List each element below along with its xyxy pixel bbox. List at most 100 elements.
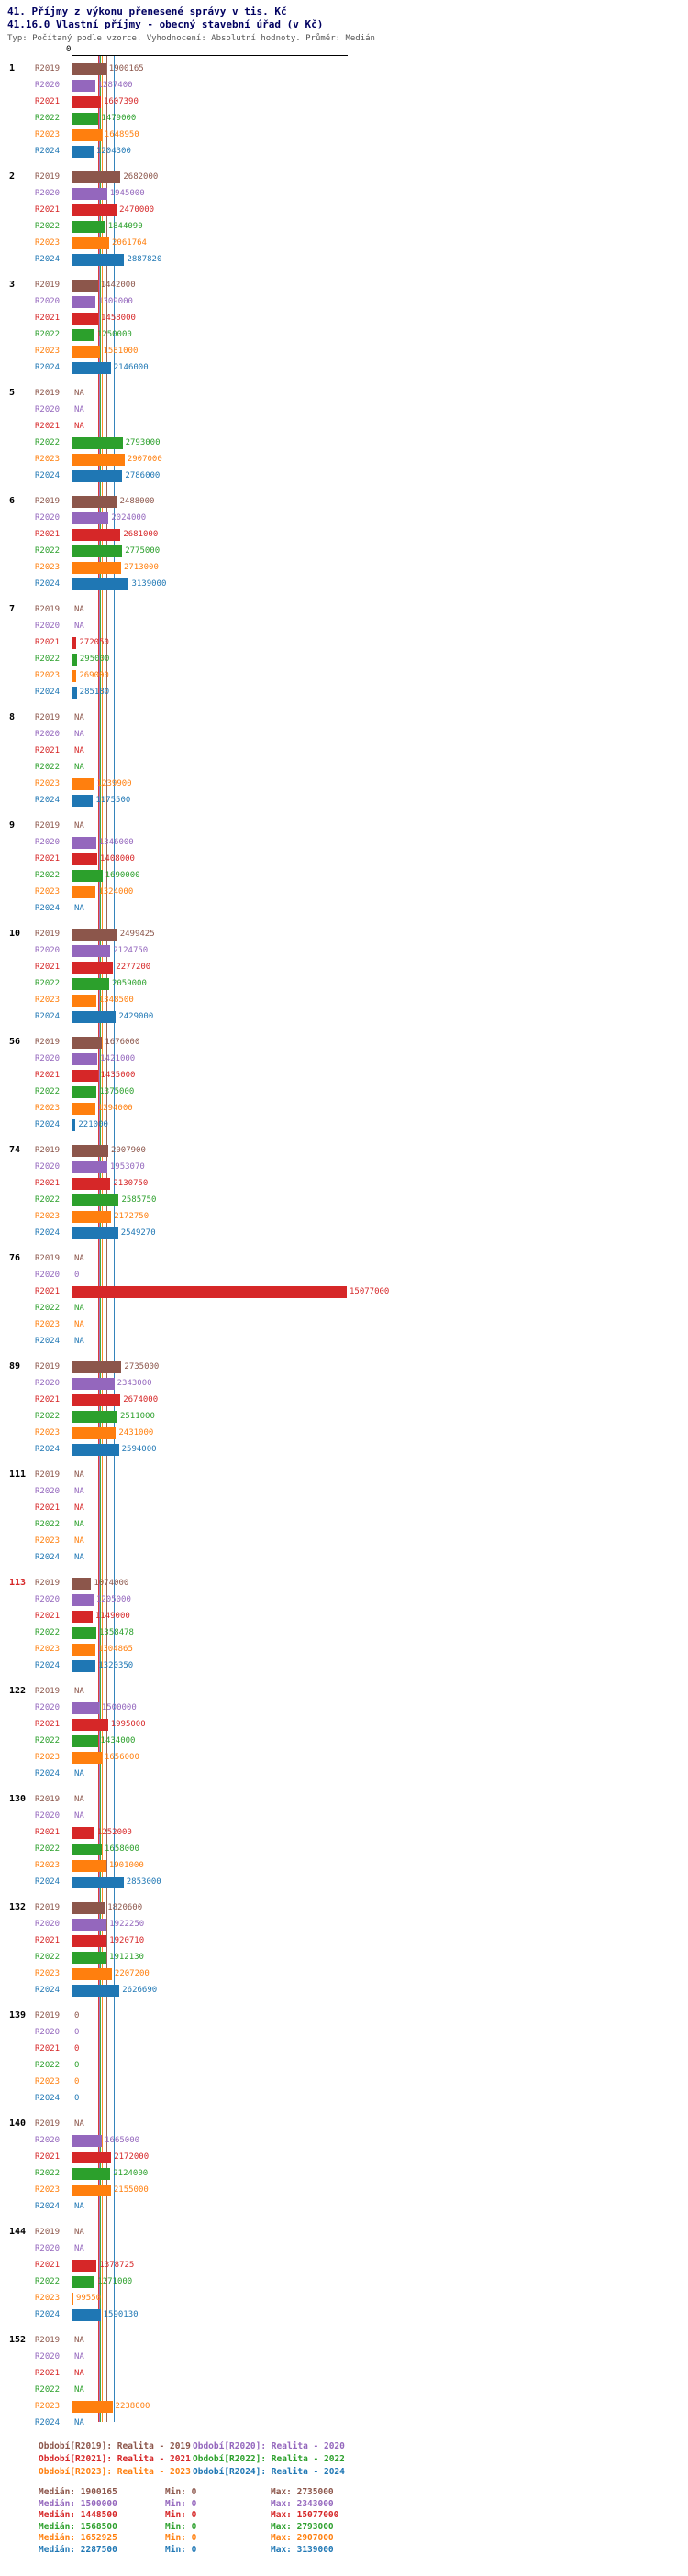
page-subtitle: 41.16.0 Vlastní příjmy - obecný stavební… bbox=[7, 18, 324, 30]
value-bar bbox=[72, 79, 95, 92]
bar-row: R2023 1304865 bbox=[0, 1641, 688, 1657]
chart-group: 132 R2019 1820600 R2020 1922250 R2021 1920710 R… bbox=[0, 1899, 688, 1998]
series-year-label: R2022 bbox=[35, 655, 61, 664]
series-year-label: R2024 bbox=[35, 1877, 61, 1887]
value-label: 1271000 bbox=[97, 2277, 133, 2286]
series-year-label: R2024 bbox=[35, 2310, 61, 2319]
bar-row: R2021 0 bbox=[0, 2041, 688, 2057]
bar-row: R2019 1676000 bbox=[0, 1034, 688, 1051]
bar-zone: 1434000 bbox=[72, 1733, 688, 1749]
value-bar bbox=[72, 279, 98, 292]
value-label: 1346000 bbox=[98, 838, 134, 847]
bar-zone: 2626690 bbox=[72, 1982, 688, 1998]
group-id-label: 9 bbox=[9, 820, 16, 831]
value-label: 2499425 bbox=[119, 930, 155, 939]
value-label: 0 bbox=[74, 2011, 80, 2020]
value-label: 1912130 bbox=[109, 1953, 144, 1962]
bar-row: R2021 2674000 bbox=[0, 1392, 688, 1408]
bar-row: R2021 1435000 bbox=[0, 1067, 688, 1084]
bar-zone: 1074000 bbox=[72, 1575, 688, 1591]
series-year-label: R2022 bbox=[35, 1736, 61, 1745]
series-year-label: R2024 bbox=[35, 1553, 61, 1562]
value-bar bbox=[72, 2308, 101, 2321]
bar-zone: NA bbox=[72, 1533, 688, 1549]
bar-zone: 1676000 bbox=[72, 1034, 688, 1051]
value-label: NA bbox=[74, 763, 84, 772]
bar-zone: 1204300 bbox=[72, 143, 688, 160]
stat-max: Max: 15077000 bbox=[271, 2510, 339, 2520]
series-year-label: R2021 bbox=[35, 2369, 61, 2378]
series-year-label: R2021 bbox=[35, 963, 61, 972]
series-year-label: R2020 bbox=[35, 1487, 61, 1496]
bar-row: R2023 1294000 bbox=[0, 1100, 688, 1117]
series-year-label: R2023 bbox=[35, 996, 61, 1005]
bar-row: R2022 0 bbox=[0, 2057, 688, 2074]
series-year-label: R2022 bbox=[35, 1844, 61, 1854]
bar-row: R2024 2626690 bbox=[0, 1982, 688, 1998]
group-id-label: 3 bbox=[9, 280, 16, 290]
series-year-label: R2023 bbox=[35, 671, 61, 680]
bar-row: R2020 NA bbox=[0, 402, 688, 418]
bar-row: R2019 0 bbox=[0, 2008, 688, 2024]
series-year-label: R2019 bbox=[35, 2228, 61, 2237]
bar-zone: 2786000 bbox=[72, 468, 688, 484]
bar-zone: NA bbox=[72, 402, 688, 418]
series-year-label: R2020 bbox=[35, 730, 61, 739]
bar-zone: 1500000 bbox=[72, 1700, 688, 1716]
value-bar bbox=[72, 1901, 105, 1914]
bar-zone: 2007900 bbox=[72, 1142, 688, 1159]
bar-zone: NA bbox=[72, 618, 688, 634]
bar-row: R2023 NA bbox=[0, 1316, 688, 1333]
series-year-label: R2019 bbox=[35, 172, 61, 182]
bar-zone: 1294000 bbox=[72, 1100, 688, 1117]
bar-row: R2023 2207200 bbox=[0, 1965, 688, 1982]
value-label: 1581000 bbox=[103, 347, 139, 356]
value-label: 99550 bbox=[75, 2294, 102, 2303]
value-label: 1458000 bbox=[101, 314, 136, 323]
median-line-r2022 bbox=[100, 56, 102, 2422]
series-year-label: R2020 bbox=[35, 1595, 61, 1604]
chart-group: 10 R2019 2499425 R2020 2124750 R2021 2277200 R2… bbox=[0, 926, 688, 1025]
stat-median: Medián: 1500000 bbox=[39, 2498, 117, 2509]
value-label: 2238000 bbox=[115, 2402, 150, 2411]
series-year-label: R2019 bbox=[35, 64, 61, 73]
value-bar bbox=[72, 853, 98, 865]
value-label: 0 bbox=[74, 2061, 80, 2070]
value-label: NA bbox=[74, 1795, 84, 1804]
bar-row: R2022 2793000 bbox=[0, 435, 688, 451]
bar-row: R2022 NA bbox=[0, 1516, 688, 1533]
value-label: 1995000 bbox=[110, 1720, 146, 1729]
bar-row: R2020 NA bbox=[0, 2240, 688, 2257]
value-label: 1304865 bbox=[97, 1645, 133, 1654]
series-year-label: R2023 bbox=[35, 1969, 61, 1978]
group-id-label: 10 bbox=[9, 929, 21, 939]
series-year-label: R2024 bbox=[35, 1120, 61, 1129]
value-label: 0 bbox=[74, 2077, 80, 2086]
bar-row: R2023 1348500 bbox=[0, 992, 688, 1008]
value-label: NA bbox=[74, 1470, 84, 1480]
series-year-label: R2022 bbox=[35, 2169, 61, 2178]
bar-row: R2019 NA bbox=[0, 2224, 688, 2240]
bar-zone: 2024000 bbox=[72, 510, 688, 526]
series-year-label: R2020 bbox=[35, 2136, 61, 2145]
bar-zone: 1287400 bbox=[72, 77, 688, 94]
value-label: 1945000 bbox=[109, 189, 145, 198]
value-label: 1665000 bbox=[105, 2136, 140, 2145]
series-year-label: R2019 bbox=[35, 930, 61, 939]
bar-row: R2021 1408000 bbox=[0, 851, 688, 867]
bar-row: R2021 1252000 bbox=[0, 1824, 688, 1841]
bar-zone: 2511000 bbox=[72, 1408, 688, 1425]
bar-zone: 1458000 bbox=[72, 310, 688, 326]
value-bar bbox=[72, 1052, 98, 1065]
bar-row: R2024 2786000 bbox=[0, 468, 688, 484]
series-year-label: R2019 bbox=[35, 821, 61, 831]
value-label: 2853000 bbox=[126, 1877, 161, 1887]
bar-row: R2019 2735000 bbox=[0, 1359, 688, 1375]
series-year-label: R2024 bbox=[35, 1769, 61, 1778]
bar-row: R2022 1658000 bbox=[0, 1841, 688, 1857]
value-label: 2488000 bbox=[119, 497, 155, 506]
bar-row: R2023 2713000 bbox=[0, 559, 688, 576]
value-bar bbox=[72, 1443, 119, 1456]
bar-row: R2022 295000 bbox=[0, 651, 688, 667]
bar-row: R2020 0 bbox=[0, 1267, 688, 1283]
